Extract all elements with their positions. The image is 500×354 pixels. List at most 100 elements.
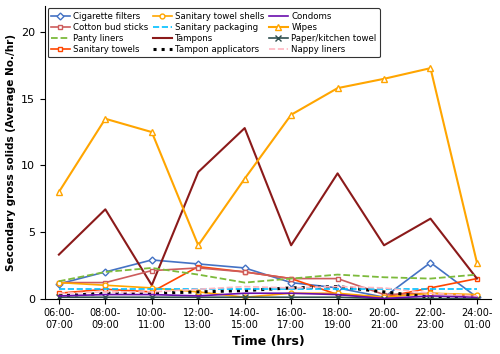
Panty liners — [334, 273, 340, 277]
Tampon applicators — [381, 290, 387, 294]
Sanitary towels — [428, 286, 434, 290]
Paper/kitchen towel — [474, 296, 480, 301]
Panty liners — [242, 280, 248, 285]
Cigarette filters — [242, 266, 248, 270]
Sanitary packaging — [428, 287, 434, 291]
Condoms — [428, 294, 434, 298]
Paper/kitchen towel — [56, 295, 62, 299]
Tampons — [149, 283, 155, 287]
Cigarette filters — [56, 282, 62, 286]
Line: Tampons: Tampons — [59, 128, 477, 285]
Nappy liners — [334, 285, 340, 289]
Sanitary towels — [334, 292, 340, 297]
Sanitary packaging — [102, 287, 108, 291]
Condoms — [334, 292, 340, 297]
Cotton bud sticks — [149, 268, 155, 273]
Sanitary towels — [149, 290, 155, 294]
Line: Sanitary towels: Sanitary towels — [56, 264, 480, 300]
Panty liners — [102, 270, 108, 274]
Tampon applicators — [56, 294, 62, 298]
Tampon applicators — [195, 290, 201, 294]
Sanitary towels — [288, 276, 294, 281]
Nappy liners — [242, 285, 248, 289]
Sanitary packaging — [56, 287, 62, 291]
Panty liners — [428, 276, 434, 281]
Cigarette filters — [149, 258, 155, 262]
Paper/kitchen towel — [334, 295, 340, 299]
Wipes — [195, 243, 201, 247]
Sanitary towel shells — [102, 283, 108, 287]
Sanitary packaging — [288, 287, 294, 291]
Condoms — [149, 292, 155, 297]
Tampon applicators — [474, 296, 480, 301]
Tampons — [334, 171, 340, 176]
Paper/kitchen towel — [149, 295, 155, 299]
Nappy liners — [149, 290, 155, 294]
Cotton bud sticks — [334, 276, 340, 281]
Paper/kitchen towel — [242, 295, 248, 299]
Sanitary towel shells — [149, 286, 155, 290]
Wipes — [56, 190, 62, 194]
Sanitary towel shells — [428, 291, 434, 295]
Sanitary packaging — [242, 287, 248, 291]
Wipes — [242, 177, 248, 181]
Cigarette filters — [428, 261, 434, 265]
Sanitary towels — [195, 264, 201, 269]
Condoms — [195, 294, 201, 298]
Wipes — [474, 261, 480, 265]
Wipes — [428, 66, 434, 70]
Tampons — [428, 217, 434, 221]
Panty liners — [288, 276, 294, 281]
Nappy liners — [288, 286, 294, 290]
X-axis label: Time (hrs): Time (hrs) — [232, 336, 304, 348]
Paper/kitchen towel — [288, 295, 294, 299]
Panty liners — [195, 273, 201, 277]
Cotton bud sticks — [102, 280, 108, 285]
Line: Cigarette filters: Cigarette filters — [56, 257, 480, 300]
Tampons — [242, 126, 248, 130]
Condoms — [474, 295, 480, 299]
Tampons — [56, 252, 62, 257]
Nappy liners — [56, 291, 62, 295]
Line: Panty liners: Panty liners — [59, 268, 477, 282]
Wipes — [334, 86, 340, 90]
Sanitary towel shells — [474, 292, 480, 297]
Condoms — [242, 291, 248, 295]
Nappy liners — [474, 294, 480, 298]
Cigarette filters — [102, 270, 108, 274]
Panty liners — [474, 273, 480, 277]
Nappy liners — [381, 286, 387, 290]
Tampon applicators — [288, 286, 294, 290]
Sanitary towels — [381, 295, 387, 299]
Paper/kitchen towel — [428, 296, 434, 301]
Line: Nappy liners: Nappy liners — [59, 287, 477, 296]
Cigarette filters — [474, 295, 480, 299]
Tampons — [102, 207, 108, 211]
Panty liners — [149, 266, 155, 270]
Wipes — [381, 77, 387, 81]
Sanitary packaging — [381, 287, 387, 291]
Nappy liners — [195, 287, 201, 291]
Nappy liners — [428, 291, 434, 295]
Sanitary packaging — [149, 287, 155, 291]
Sanitary towels — [474, 276, 480, 281]
Cigarette filters — [195, 262, 201, 266]
Condoms — [288, 291, 294, 295]
Cotton bud sticks — [56, 280, 62, 285]
Sanitary packaging — [474, 287, 480, 291]
Paper/kitchen towel — [195, 295, 201, 299]
Cotton bud sticks — [242, 270, 248, 274]
Sanitary towel shells — [288, 291, 294, 295]
Legend: Cigarette filters, Cotton bud sticks, Panty liners, Sanitary towels, Sanitary to: Cigarette filters, Cotton bud sticks, Pa… — [48, 8, 380, 57]
Line: Tampon applicators: Tampon applicators — [59, 287, 477, 298]
Line: Sanitary towel shells: Sanitary towel shells — [56, 280, 480, 300]
Sanitary towel shells — [242, 295, 248, 299]
Cotton bud sticks — [428, 291, 434, 295]
Tampon applicators — [428, 295, 434, 299]
Tampons — [288, 243, 294, 247]
Line: Paper/kitchen towel: Paper/kitchen towel — [56, 294, 480, 302]
Paper/kitchen towel — [102, 295, 108, 299]
Cotton bud sticks — [381, 292, 387, 297]
Sanitary towels — [102, 287, 108, 291]
Nappy liners — [102, 290, 108, 294]
